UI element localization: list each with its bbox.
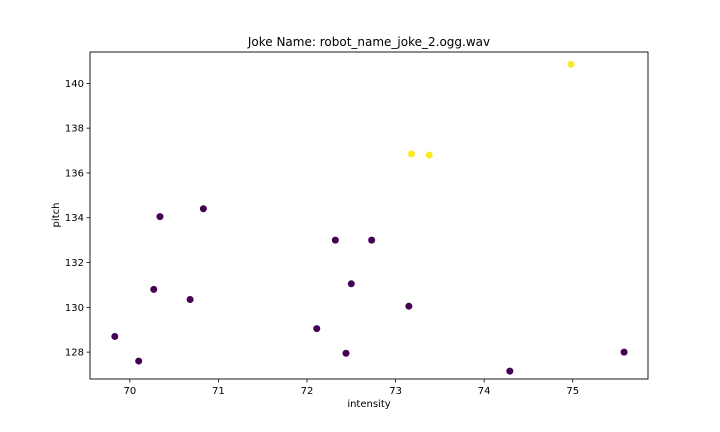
x-tick-label: 72 — [301, 386, 314, 397]
scatter-point — [331, 236, 339, 244]
x-tick-label: 74 — [478, 386, 491, 397]
scatter-point — [620, 348, 628, 356]
x-tick-label: 70 — [123, 386, 136, 397]
data-points — [111, 60, 628, 375]
x-tick-label: 71 — [212, 386, 225, 397]
y-axis-label: pitch — [51, 203, 62, 228]
scatter-point — [199, 205, 207, 213]
scatter-point — [405, 302, 413, 310]
y-tick-label: 136 — [65, 168, 84, 179]
plot-area-frame — [89, 51, 649, 380]
y-axis-ticks: 128 130 132 134 136 138 140 — [65, 79, 90, 359]
y-tick-label: 128 — [65, 348, 84, 359]
scatter-point — [408, 150, 416, 158]
scatter-point — [342, 349, 350, 357]
x-axis-label: intensity — [347, 399, 390, 410]
x-tick-label: 75 — [566, 386, 579, 397]
scatter-point — [156, 213, 164, 221]
scatter-point — [186, 295, 194, 303]
chart-title: Joke Name: robot_name_joke_2.ogg.wav — [247, 35, 490, 49]
scatter-point — [506, 367, 514, 375]
scatter-point — [135, 357, 143, 365]
y-tick-label: 138 — [65, 124, 84, 135]
y-tick-label: 132 — [65, 258, 84, 269]
scatter-point — [150, 285, 158, 293]
scatter-point — [567, 60, 575, 68]
x-axis-ticks: 70 71 72 73 74 75 — [123, 379, 579, 397]
y-tick-label: 134 — [65, 213, 84, 224]
scatter-point — [313, 325, 321, 333]
y-tick-label: 130 — [65, 303, 84, 314]
scatter-point — [368, 236, 376, 244]
scatter-point — [111, 332, 119, 340]
scatter-point — [425, 151, 433, 159]
scatter-point — [347, 280, 355, 288]
y-tick-label: 140 — [65, 79, 84, 90]
x-tick-label: 73 — [389, 386, 402, 397]
